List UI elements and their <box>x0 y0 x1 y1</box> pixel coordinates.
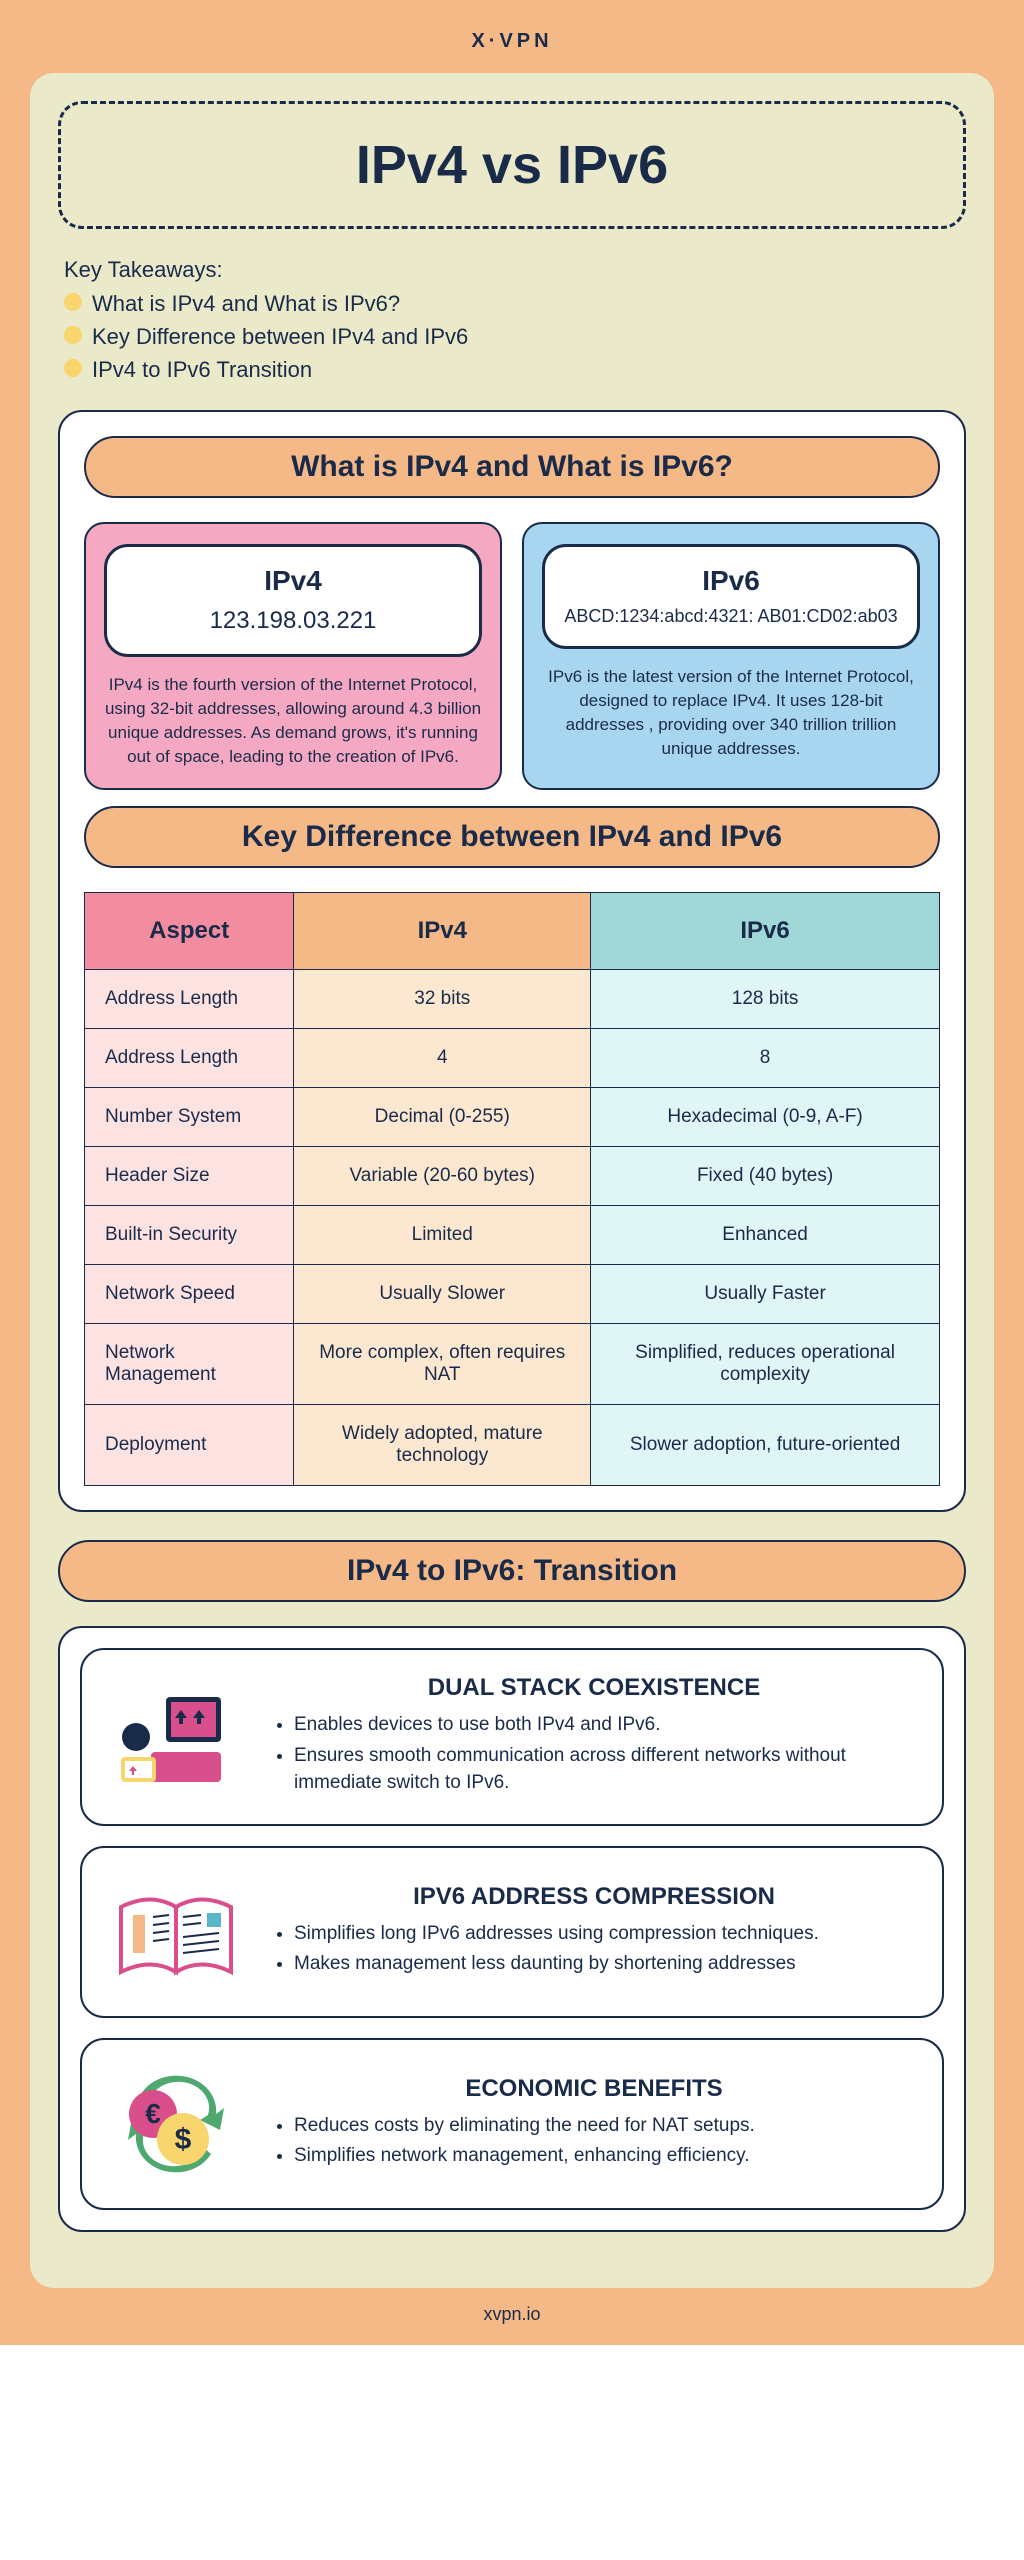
ipv4-address: 123.198.03.221 <box>117 605 469 636</box>
transition-bullets: Simplifies long IPv6 addresses using com… <box>270 1921 918 1978</box>
table-cell: Enhanced <box>591 1206 940 1265</box>
svg-text:$: $ <box>175 2123 192 2156</box>
ipv6-title: IPv6 <box>555 565 907 597</box>
table-header: IPv4 <box>294 893 591 970</box>
table-cell: Network Speed <box>85 1265 294 1324</box>
table-cell: Deployment <box>85 1405 294 1486</box>
table-cell: Slower adoption, future-oriented <box>591 1405 940 1486</box>
table-cell: 4 <box>294 1029 591 1088</box>
outer-frame: X·VPN IPv4 vs IPv6 Key Takeaways: What i… <box>0 0 1024 2345</box>
transition-body: DUAL STACK COEXISTENCE Enables devices to… <box>270 1674 918 1800</box>
title-box: IPv4 vs IPv6 <box>58 101 966 229</box>
footer-url: xvpn.io <box>30 2304 994 2325</box>
table-cell: Variable (20-60 bytes) <box>294 1147 591 1206</box>
dual-stack-icon <box>106 1677 246 1797</box>
table-row: Address Length32 bits128 bits <box>85 970 940 1029</box>
comparison-table: Aspect IPv4 IPv6 Address Length32 bits12… <box>84 892 940 1486</box>
table-cell: Hexadecimal (0-9, A-F) <box>591 1088 940 1147</box>
section-header: Key Difference between IPv4 and IPv6 <box>84 806 940 868</box>
transition-bullet: Ensures smooth communication across diff… <box>294 1743 918 1796</box>
table-header: Aspect <box>85 893 294 970</box>
transition-card: DUAL STACK COEXISTENCE Enables devices to… <box>80 1648 944 1826</box>
table-row: Address Length48 <box>85 1029 940 1088</box>
ipv6-address: ABCD:1234:abcd:4321: AB01:CD02:ab03 <box>555 605 907 628</box>
transition-card: € $ ECONOMIC BENEFITS Reduces costs by el… <box>80 2038 944 2210</box>
ip-cards-row: IPv4 123.198.03.221 IPv4 is the fourth v… <box>84 522 940 790</box>
transition-title: ECONOMIC BENEFITS <box>270 2075 918 2103</box>
transition-bullet: Reduces costs by eliminating the need fo… <box>294 2113 918 2140</box>
book-icon <box>106 1872 246 1992</box>
transition-body: ECONOMIC BENEFITS Reduces costs by elimin… <box>270 2075 918 2174</box>
transition-bullet: Simplifies network management, enhancing… <box>294 2143 918 2170</box>
table-cell: Network Management <box>85 1324 294 1405</box>
transition-cards-container: DUAL STACK COEXISTENCE Enables devices to… <box>80 1648 944 2210</box>
ipv4-card: IPv4 123.198.03.221 IPv4 is the fourth v… <box>84 522 502 790</box>
table-row: Header SizeVariable (20-60 bytes)Fixed (… <box>85 1147 940 1206</box>
table-cell: 128 bits <box>591 970 940 1029</box>
transition-card: IPV6 ADDRESS COMPRESSION Simplifies long … <box>80 1846 944 2018</box>
table-header: IPv6 <box>591 893 940 970</box>
section-header: What is IPv4 and What is IPv6? <box>84 436 940 498</box>
section-what-is: What is IPv4 and What is IPv6? IPv4 123.… <box>58 410 966 1512</box>
table-body: Address Length32 bits128 bitsAddress Len… <box>85 970 940 1486</box>
table-row: DeploymentWidely adopted, mature technol… <box>85 1405 940 1486</box>
table-row: Number SystemDecimal (0-255)Hexadecimal … <box>85 1088 940 1147</box>
takeaways-list: What is IPv4 and What is IPv6? Key Diffe… <box>64 287 960 386</box>
cream-panel: IPv4 vs IPv6 Key Takeaways: What is IPv4… <box>30 73 994 2288</box>
transition-bullets: Enables devices to use both IPv4 and IPv… <box>270 1712 918 1796</box>
svg-text:€: € <box>145 2098 161 2129</box>
table-cell: Limited <box>294 1206 591 1265</box>
table-cell: Address Length <box>85 970 294 1029</box>
section-header: IPv4 to IPv6: Transition <box>58 1540 966 1602</box>
table-cell: Built-in Security <box>85 1206 294 1265</box>
ipv4-title: IPv4 <box>117 565 469 597</box>
ipv6-address-box: IPv6 ABCD:1234:abcd:4321: AB01:CD02:ab03 <box>542 544 920 649</box>
takeaways-block: Key Takeaways: What is IPv4 and What is … <box>58 257 966 386</box>
table-cell: Usually Faster <box>591 1265 940 1324</box>
transition-bullet: Simplifies long IPv6 addresses using com… <box>294 1921 918 1948</box>
transition-section: DUAL STACK COEXISTENCE Enables devices to… <box>58 1626 966 2232</box>
brand-logo: X·VPN <box>30 30 994 53</box>
table-row: Network ManagementMore complex, often re… <box>85 1324 940 1405</box>
transition-bullet: Makes management less daunting by shorte… <box>294 1951 918 1978</box>
table-cell: 32 bits <box>294 970 591 1029</box>
table-cell: 8 <box>591 1029 940 1088</box>
table-cell: Fixed (40 bytes) <box>591 1147 940 1206</box>
table-cell: Usually Slower <box>294 1265 591 1324</box>
ipv6-card: IPv6 ABCD:1234:abcd:4321: AB01:CD02:ab03… <box>522 522 940 790</box>
transition-bullets: Reduces costs by eliminating the need fo… <box>270 2113 918 2170</box>
table-cell: Number System <box>85 1088 294 1147</box>
main-title: IPv4 vs IPv6 <box>81 134 943 196</box>
money-icon: € $ <box>106 2064 246 2184</box>
table-cell: Widely adopted, mature technology <box>294 1405 591 1486</box>
transition-title: DUAL STACK COEXISTENCE <box>270 1674 918 1702</box>
transition-body: IPV6 ADDRESS COMPRESSION Simplifies long … <box>270 1883 918 1982</box>
takeaway-item: IPv4 to IPv6 Transition <box>64 353 960 386</box>
table-cell: Simplified, reduces operational complexi… <box>591 1324 940 1405</box>
ipv4-address-box: IPv4 123.198.03.221 <box>104 544 482 657</box>
table-row: Network SpeedUsually SlowerUsually Faste… <box>85 1265 940 1324</box>
transition-bullet: Enables devices to use both IPv4 and IPv… <box>294 1712 918 1739</box>
table-cell: Address Length <box>85 1029 294 1088</box>
takeaway-item: What is IPv4 and What is IPv6? <box>64 287 960 320</box>
table-cell: Header Size <box>85 1147 294 1206</box>
ipv4-description: IPv4 is the fourth version of the Intern… <box>104 673 482 768</box>
transition-title: IPV6 ADDRESS COMPRESSION <box>270 1883 918 1911</box>
takeaway-item: Key Difference between IPv4 and IPv6 <box>64 320 960 353</box>
ipv6-description: IPv6 is the latest version of the Intern… <box>542 665 920 760</box>
table-cell: Decimal (0-255) <box>294 1088 591 1147</box>
table-row: Built-in SecurityLimitedEnhanced <box>85 1206 940 1265</box>
table-cell: More complex, often requires NAT <box>294 1324 591 1405</box>
takeaways-label: Key Takeaways: <box>64 257 960 283</box>
